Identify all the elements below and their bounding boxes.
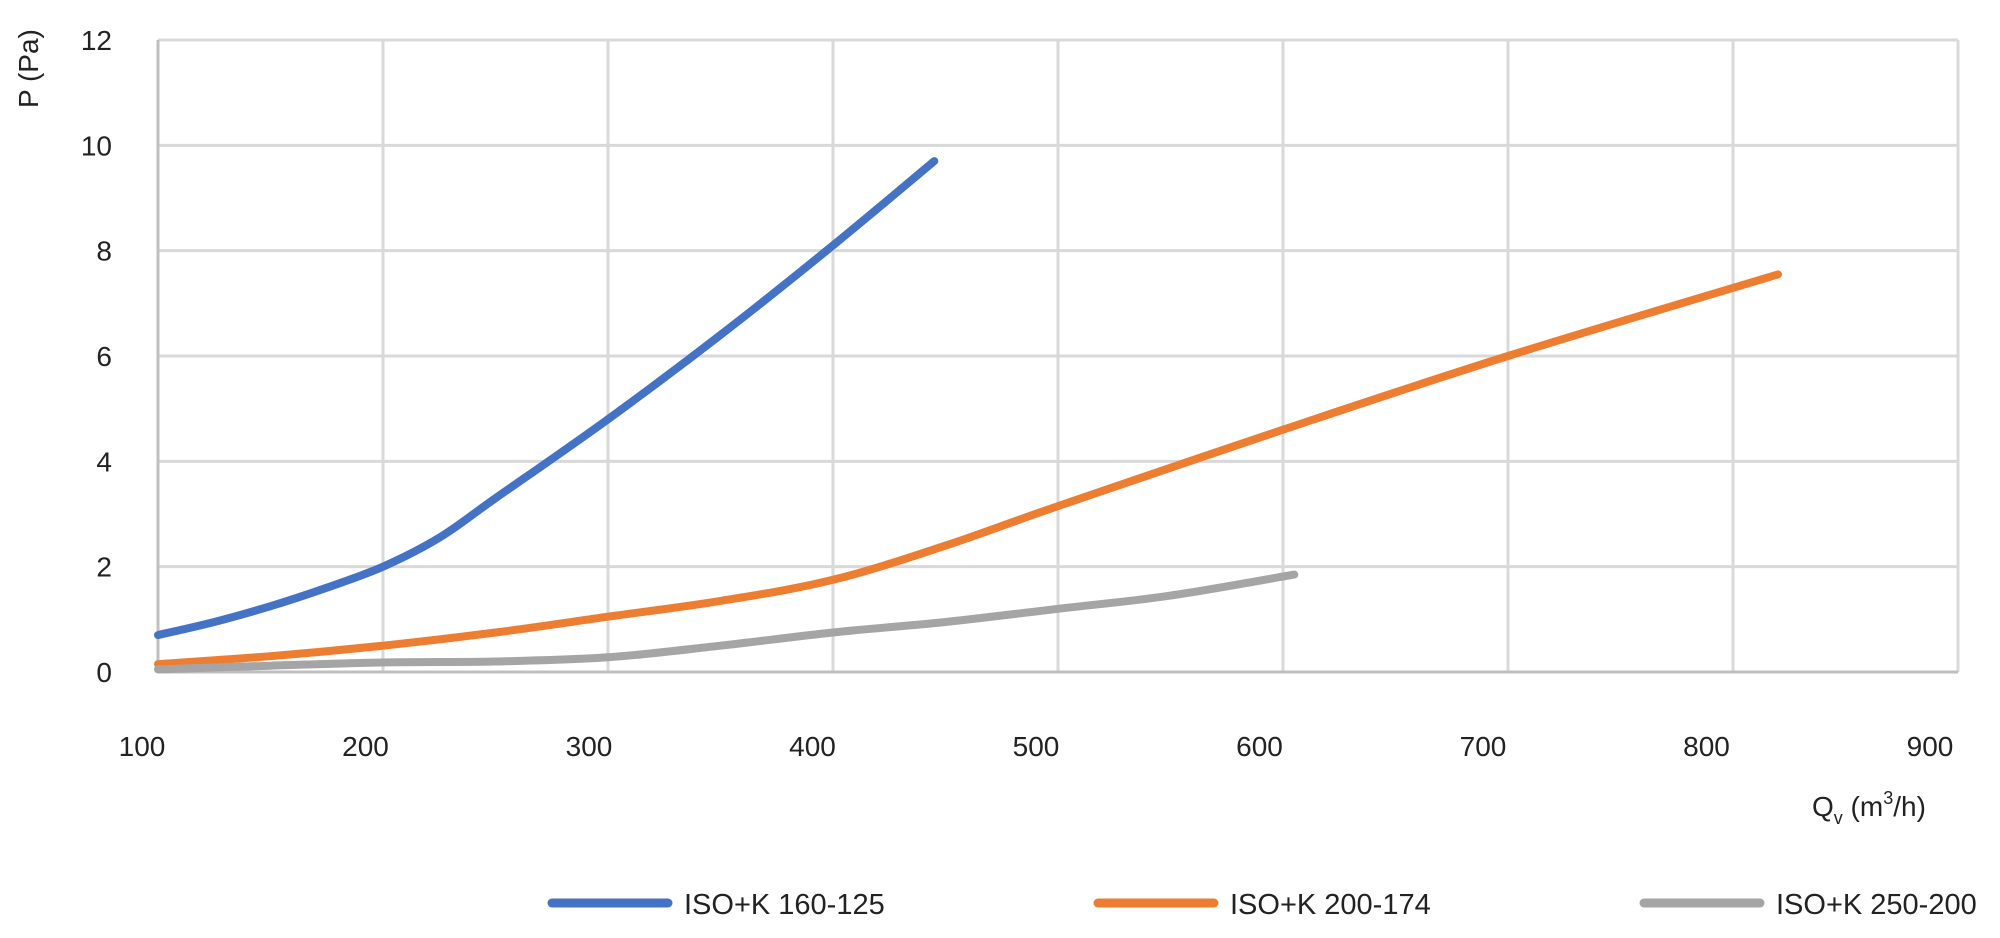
y-tick-label: 12 (81, 25, 112, 56)
x-tick-label: 200 (342, 731, 389, 762)
x-axis-title-unit-post: /h) (1893, 791, 1926, 822)
x-tick-label: 300 (566, 731, 613, 762)
series-line-2 (154, 270, 1782, 669)
x-tick-label: 900 (1907, 731, 1954, 762)
legend-label: ISO+K 200-174 (1230, 889, 1431, 921)
x-tick-label: 500 (1013, 731, 1060, 762)
x-axis-title: Qv (m3/h) (1812, 788, 1926, 828)
x-tick-label: 700 (1460, 731, 1507, 762)
x-tick-label: 100 (119, 731, 166, 762)
y-tick-label: 2 (96, 552, 112, 583)
y-tick-label: 8 (96, 236, 112, 267)
y-tick-label: 4 (96, 446, 112, 477)
x-axis-ticks: 100 200 300 400 500 600 700 800 900 (119, 731, 1954, 762)
series-line-1 (154, 157, 939, 640)
y-tick-label: 10 (81, 130, 112, 161)
x-tick-label: 400 (789, 731, 836, 762)
y-axis-title: P (Pa) (13, 29, 44, 108)
legend: ISO+K 160-125 ISO+K 200-174 ISO+K 250-200 (547, 889, 1977, 921)
legend-label: ISO+K 160-125 (684, 889, 885, 921)
grid (156, 38, 1960, 674)
y-tick-label: 0 (96, 657, 112, 688)
x-axis-title-sup: 3 (1883, 788, 1893, 808)
legend-label: ISO+K 250-200 (1776, 889, 1977, 921)
x-axis-title-unit-pre: (m (1843, 791, 1883, 822)
x-axis-title-sub: v (1834, 808, 1843, 828)
series-line-3 (154, 570, 1299, 674)
x-axis-title-main: Q (1812, 791, 1834, 822)
y-axis-ticks: 0 2 4 6 8 10 12 (81, 25, 112, 688)
y-tick-label: 6 (96, 341, 112, 372)
x-tick-label: 800 (1683, 731, 1730, 762)
x-tick-label: 600 (1236, 731, 1283, 762)
series-layer (154, 157, 1782, 674)
